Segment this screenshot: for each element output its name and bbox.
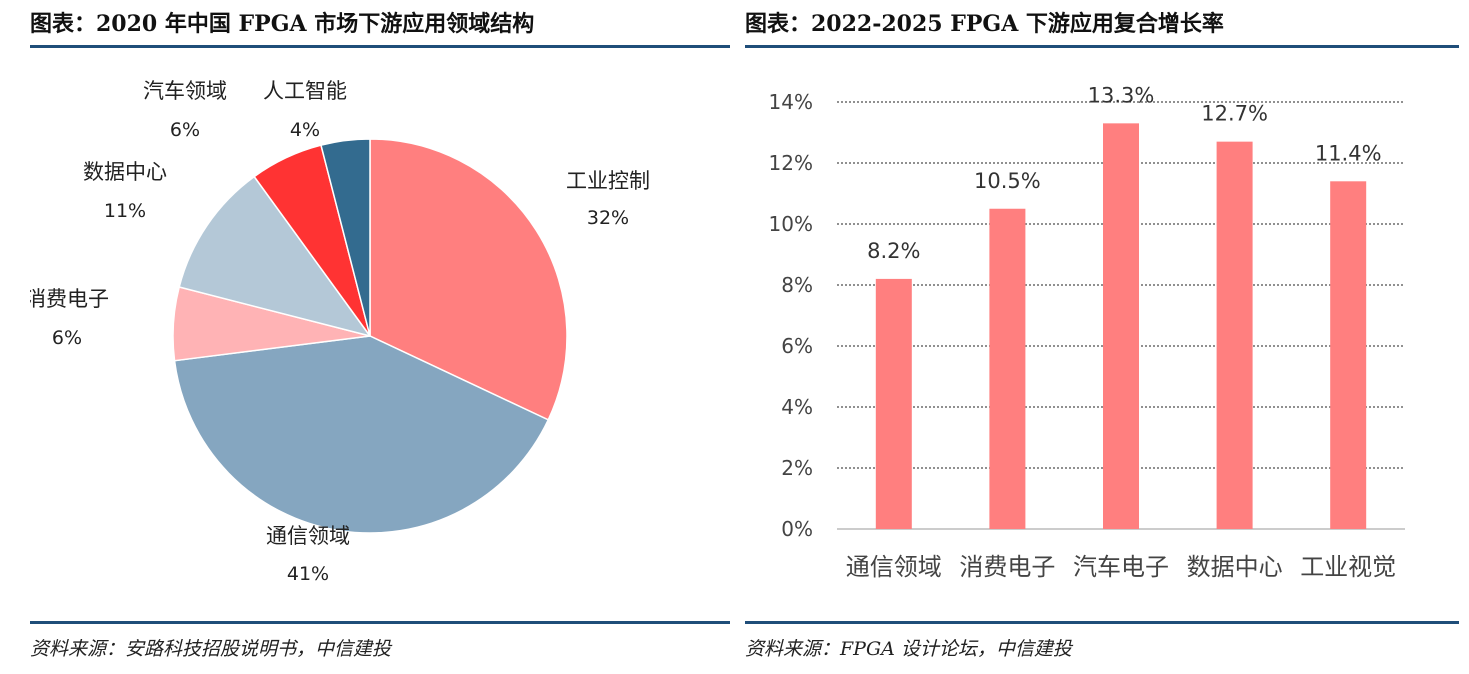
y-tick-label: 12%	[769, 151, 813, 175]
pie-slice-label: 人工智能	[263, 79, 347, 103]
pie-slice	[173, 335, 550, 534]
y-tick-label: 14%	[769, 90, 813, 114]
pie-slice-label: 消费电子	[30, 287, 109, 311]
pie-slice-label: 数据中心	[83, 160, 167, 184]
left-source-note: 资料来源：安路科技招股说明书，中信建投	[30, 638, 392, 660]
pie-slice	[178, 175, 372, 338]
right-bottom-rule	[745, 621, 1459, 624]
pie-slice-label: 通信领域	[266, 524, 350, 548]
bar	[1216, 141, 1253, 529]
pie-slice-value: 41%	[287, 563, 329, 585]
bar-value-label: 12.7%	[1201, 102, 1268, 126]
bar-value-label: 10.5%	[974, 169, 1041, 193]
x-category-label: 数据中心	[1187, 553, 1283, 581]
x-category-label: 通信领域	[846, 553, 942, 581]
pie-slice-value: 11%	[104, 200, 146, 222]
bar-chart: 0% 2% 4% 6% 8% 10% 12% 14% 8.2% 通信领域 10.5% 消费电子 13.3…	[769, 83, 1405, 581]
pie-slice	[369, 138, 568, 421]
right-chart-heading: 图表：2022-2025 FPGA 下游应用复合增长率	[745, 11, 1224, 37]
bar-value-label: 8.2%	[867, 239, 920, 263]
y-tick-label: 4%	[781, 395, 813, 419]
bar	[875, 278, 912, 529]
pie-slice-value: 6%	[170, 119, 200, 141]
y-tick-label: 10%	[769, 212, 813, 236]
right-chart-panel: 图表：2022-2025 FPGA 下游应用复合增长率 0% 2% 4% 6% 8% 10…	[745, 0, 1459, 674]
bar	[989, 208, 1026, 529]
y-tick-label: 2%	[781, 456, 813, 480]
left-top-rule	[30, 45, 730, 48]
bar-value-label: 11.4%	[1315, 141, 1382, 165]
left-chart-heading: 图表：2020 年中国 FPGA 市场下游应用领域结构	[30, 11, 535, 37]
bar-value-label: 13.3%	[1088, 83, 1155, 107]
pie-slice-value: 32%	[587, 207, 629, 229]
bar	[1103, 123, 1139, 529]
right-source-note: 资料来源：FPGA 设计论坛，中信建投	[745, 638, 1072, 660]
y-tick-label: 8%	[781, 273, 813, 297]
x-category-label: 消费电子	[959, 553, 1055, 581]
left-bottom-rule	[30, 621, 730, 624]
y-tick-label: 6%	[781, 334, 813, 358]
pie-slice-label: 汽车领域	[143, 79, 227, 103]
pie-slice-value: 6%	[52, 327, 82, 349]
y-tick-label: 0%	[781, 517, 813, 541]
pie-slice-label: 工业控制	[566, 169, 650, 193]
bar	[1330, 181, 1367, 530]
left-chart-panel: 图表：2020 年中国 FPGA 市场下游应用领域结构 工业控制 32% 通信领域 4…	[30, 0, 730, 674]
x-category-label: 汽车电子	[1073, 553, 1169, 581]
pie-slice	[320, 138, 371, 337]
pie-slice-value: 4%	[290, 119, 320, 141]
right-top-rule	[745, 45, 1459, 48]
x-category-label: 工业视觉	[1300, 553, 1396, 581]
